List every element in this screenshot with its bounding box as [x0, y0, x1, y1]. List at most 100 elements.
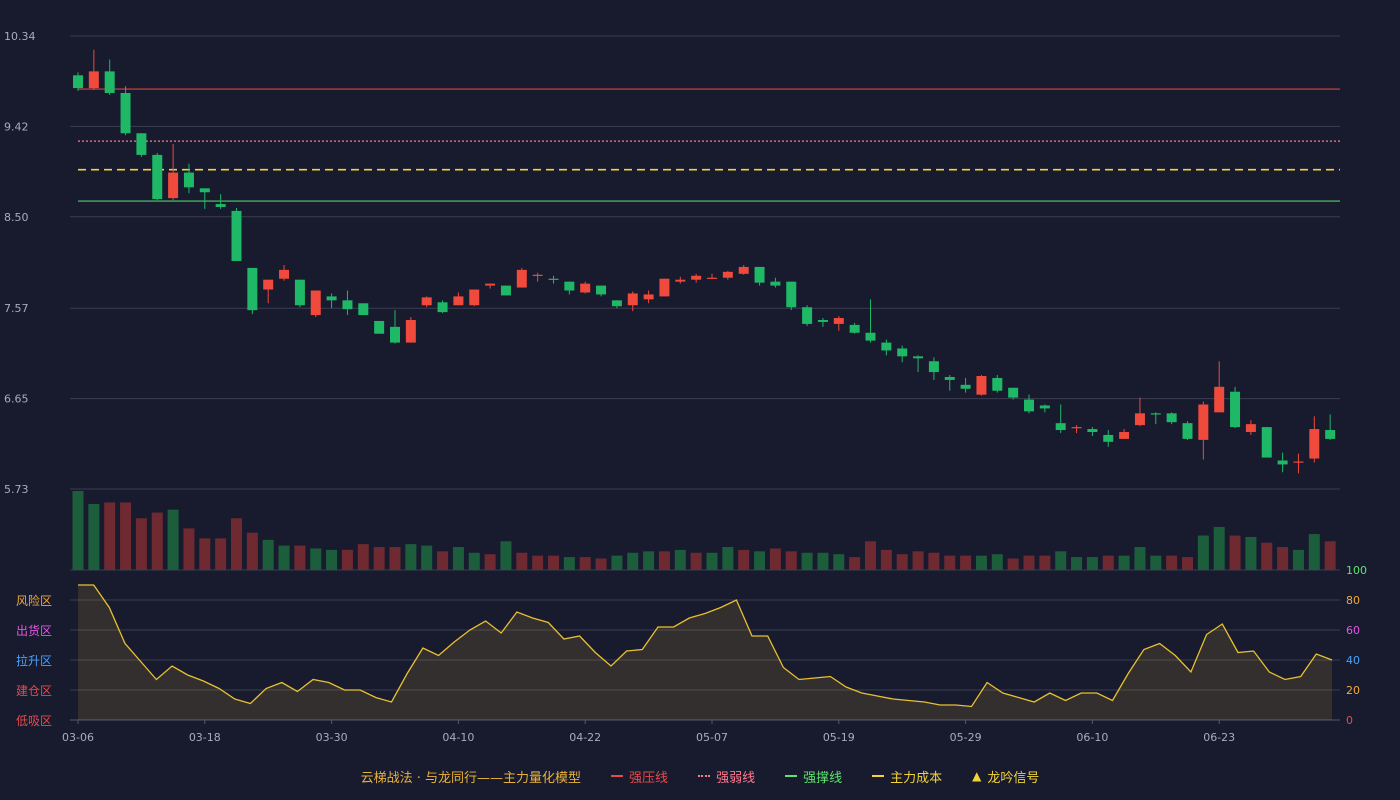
- legend: 云梯战法 · 与龙同行——主力量化模型 强压线 强弱线 强撑线 主力成本 ▲ 龙…: [0, 766, 1400, 786]
- candle-body: [1261, 427, 1272, 458]
- volume-bar: [151, 512, 163, 570]
- candle-body: [643, 294, 654, 300]
- volume-bar: [246, 532, 258, 570]
- oscillator-zone-label: 建仓区: [16, 684, 52, 698]
- volume-bar: [183, 528, 195, 570]
- candle-body: [1182, 423, 1193, 439]
- candle-body: [691, 275, 702, 280]
- legend-resistance: 强压线: [611, 767, 668, 786]
- volume-bar: [912, 551, 924, 570]
- candle-body: [453, 296, 464, 306]
- date-tick-label: 03-30: [316, 731, 348, 744]
- date-tick-label: 03-18: [189, 731, 221, 744]
- candle-body: [1245, 424, 1256, 433]
- volume-bar: [341, 549, 353, 570]
- candle-body: [1325, 430, 1336, 439]
- candle-body: [1309, 429, 1320, 459]
- volume-bar: [690, 552, 702, 570]
- volume-bar: [1245, 536, 1257, 570]
- candle-body: [374, 320, 385, 334]
- volume-bars: [72, 491, 1336, 570]
- candle-body: [960, 384, 971, 389]
- candle-body: [405, 319, 416, 343]
- price-axis: 10.34 9.42 8.50 7.57 6.65 5.73: [4, 30, 36, 496]
- candle-body: [390, 326, 400, 343]
- horizontal-levels: [78, 88, 1340, 202]
- candle-body: [1103, 434, 1114, 442]
- candle-body: [881, 342, 892, 351]
- legend-signal-label: 龙吟信号: [987, 770, 1040, 786]
- candle-body: [865, 332, 876, 341]
- candle-body: [358, 303, 369, 316]
- volume-bar: [468, 552, 480, 570]
- candle-body: [944, 376, 955, 380]
- date-tick-label: 05-29: [950, 731, 982, 744]
- price-tick-label: 7.57: [4, 302, 29, 315]
- oscillator-tick-label: 80: [1346, 594, 1360, 607]
- volume-bar: [1182, 557, 1193, 570]
- volume-bar: [833, 554, 845, 570]
- oscillator-tick-label: 20: [1346, 684, 1360, 697]
- candle-body: [73, 75, 83, 89]
- candle-body: [469, 289, 480, 306]
- candle-body: [738, 266, 749, 274]
- candle-body: [817, 319, 828, 322]
- candle-body: [88, 71, 99, 89]
- candle-body: [897, 348, 908, 357]
- candle-body: [659, 278, 670, 297]
- volume-bar: [785, 551, 797, 570]
- volume-bar: [1197, 535, 1209, 570]
- candle-body: [1166, 413, 1177, 423]
- candle-body: [136, 133, 147, 155]
- volume-bar: [357, 544, 369, 570]
- candle-body: [1293, 461, 1304, 463]
- volume-bar: [1086, 557, 1098, 570]
- oscillator-zone-label: 风险区: [16, 593, 52, 608]
- candle-body: [326, 296, 337, 301]
- candle-body: [516, 269, 527, 288]
- oscillator-tick-label: 100: [1346, 564, 1367, 577]
- volume-bar: [579, 557, 591, 570]
- volume-bar: [1118, 555, 1130, 570]
- candle-body: [1134, 413, 1145, 426]
- volume-bar: [516, 552, 528, 570]
- volume-bar: [72, 491, 84, 570]
- volume-bar: [310, 548, 322, 570]
- triangle-icon: ▲: [972, 769, 982, 783]
- candle-body: [310, 290, 321, 316]
- volume-bar: [88, 503, 100, 570]
- candle-body: [247, 267, 258, 311]
- legend-cost-label: 主力成本: [890, 770, 943, 786]
- volume-bar: [294, 545, 306, 570]
- price-tick-label: 9.42: [4, 120, 29, 133]
- volume-bar: [1150, 555, 1162, 570]
- legend-weak-label: 强弱线: [716, 770, 756, 786]
- volume-bar: [1261, 542, 1273, 570]
- volume-bar: [674, 549, 686, 570]
- legend-resistance-label: 强压线: [629, 770, 669, 786]
- volume-bar: [975, 555, 987, 570]
- candle-body: [104, 71, 115, 93]
- candle-body: [532, 274, 543, 276]
- volume-bar: [865, 541, 876, 570]
- candle-body: [294, 279, 305, 306]
- volume-bar: [991, 554, 1003, 570]
- candle-body: [1230, 391, 1241, 428]
- volume-bar: [706, 552, 718, 570]
- candle-body: [1198, 404, 1209, 440]
- candle-body: [928, 361, 939, 373]
- oscillator-zone-label: 拉升区: [16, 653, 52, 668]
- candle-body: [675, 279, 686, 282]
- candle-body: [611, 300, 622, 307]
- candle-body: [1055, 423, 1066, 431]
- volume-bar: [627, 552, 639, 570]
- candle-body: [215, 204, 226, 207]
- oscillator-tick-label: 60: [1346, 624, 1360, 637]
- candle-body: [1087, 429, 1098, 433]
- legend-weak-swatch: [698, 775, 711, 777]
- candle-body: [770, 281, 781, 286]
- candle-body: [1024, 399, 1034, 412]
- volume-bar: [960, 555, 972, 570]
- volume-bar: [500, 541, 512, 570]
